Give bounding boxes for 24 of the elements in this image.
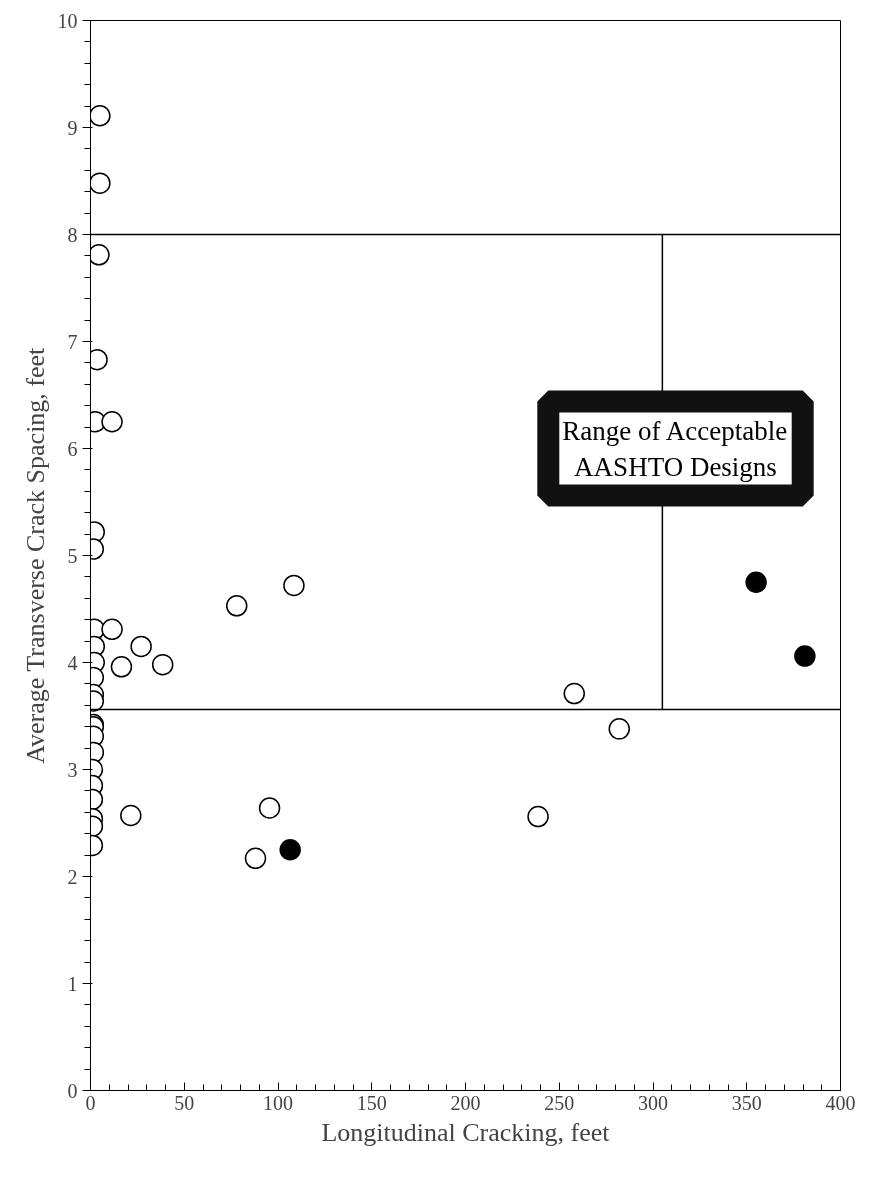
x-tick-label: 50 — [174, 1091, 195, 1114]
y-tick-label: 8 — [67, 223, 78, 246]
y-tick-label: 5 — [67, 544, 78, 567]
y-tick-label: 10 — [57, 9, 78, 32]
y-tick-label: 4 — [67, 651, 78, 674]
x-tick-label: 300 — [638, 1091, 668, 1114]
y-tick-label: 2 — [67, 865, 78, 888]
y-tick-label: 3 — [67, 758, 78, 781]
x-tick-label: 100 — [263, 1091, 293, 1114]
y-tick-label: 7 — [67, 330, 78, 353]
y-axis-title: Average Transverse Crack Spacing, feet — [20, 346, 50, 764]
x-tick-label: 200 — [450, 1091, 481, 1114]
x-tick-label: 150 — [356, 1091, 387, 1114]
x-tick-label: 250 — [544, 1091, 575, 1114]
annotation: Range of Acceptable AASHTO Designs — [562, 415, 788, 482]
x-tick-label: 0 — [85, 1091, 96, 1114]
x-tick-label: 350 — [731, 1091, 762, 1114]
y-tick-label: 6 — [67, 437, 78, 460]
point — [794, 645, 816, 667]
y-tick-label: 1 — [67, 972, 78, 995]
x-tick-label: 400 — [825, 1091, 856, 1114]
y-tick-label: 9 — [67, 116, 78, 139]
point — [745, 571, 767, 593]
x-axis-title: Longitudinal Cracking, feet — [321, 1117, 611, 1147]
